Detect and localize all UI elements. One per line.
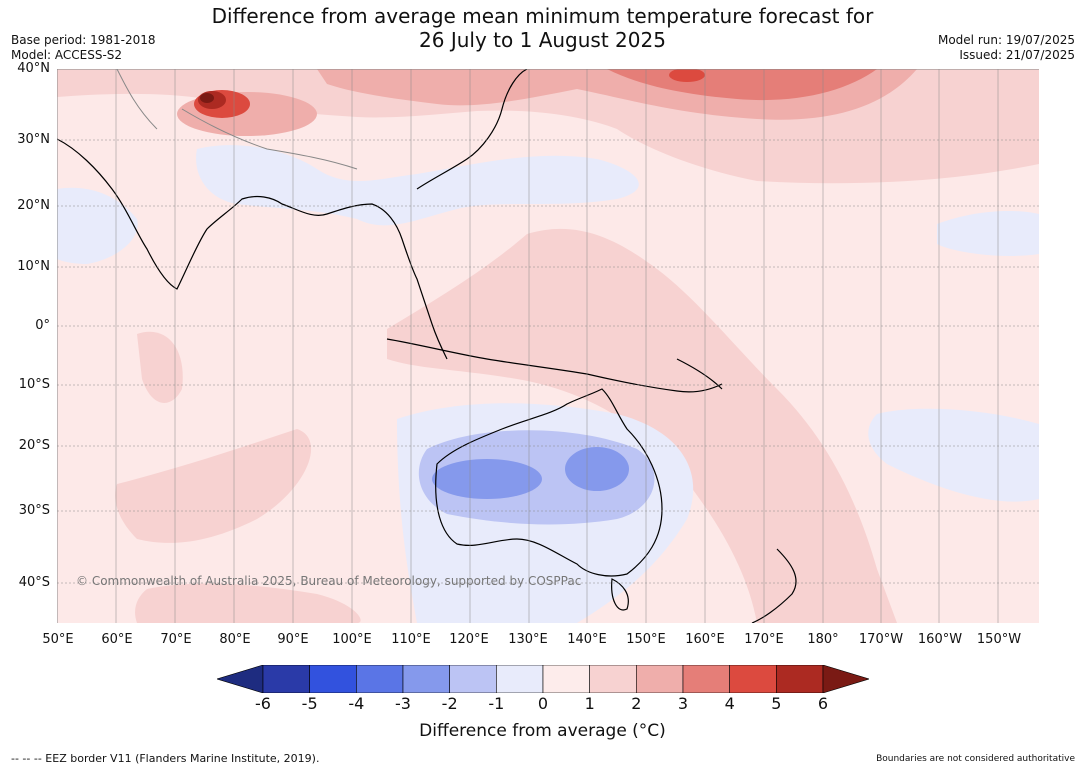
anomaly-region-warm-southwest bbox=[115, 429, 312, 543]
anomaly-region-tibet-peak bbox=[200, 93, 214, 103]
title-line-2: 26 July to 1 August 2025 bbox=[419, 28, 666, 52]
colorbar-tick-label: -6 bbox=[255, 694, 271, 713]
colorbar-segment bbox=[776, 664, 824, 694]
lon-label-120E: 120°E bbox=[449, 632, 489, 647]
base-period: Base period: 1981-2018 bbox=[11, 33, 156, 47]
issued-date: Issued: 21/07/2025 bbox=[959, 48, 1075, 62]
china-coastline bbox=[416, 69, 528, 190]
colorbar-tick-label: -1 bbox=[488, 694, 505, 713]
lon-label-60E: 60°E bbox=[101, 632, 133, 647]
colorbar-tick-label: -3 bbox=[395, 694, 411, 713]
lon-label-180: 180° bbox=[807, 632, 839, 647]
lat-label-0: 0° bbox=[35, 318, 50, 333]
copyright-notice: © Commonwealth of Australia 2025, Bureau… bbox=[76, 574, 582, 588]
border-himalaya bbox=[181, 108, 358, 170]
anomaly-region-cool-northpacific bbox=[937, 211, 1039, 256]
anomaly-region-cool-north bbox=[196, 145, 639, 226]
lat-label-40N: 40°N bbox=[17, 61, 50, 76]
tasmania-coastline bbox=[611, 578, 629, 611]
anomaly-region-cool-west-au bbox=[432, 459, 542, 499]
lon-label-50E: 50°E bbox=[42, 632, 74, 647]
colorbar-segment bbox=[309, 664, 357, 694]
colorbar-segment bbox=[636, 664, 684, 694]
anomaly-region-cool-pacific bbox=[868, 408, 1039, 502]
colorbar-under-arrow bbox=[215, 664, 264, 694]
lon-label-110E: 110°E bbox=[391, 632, 431, 647]
colorbar-tick-label: 5 bbox=[771, 694, 782, 713]
map-title: Difference from average mean minimum tem… bbox=[0, 4, 1085, 52]
colorbar-segment bbox=[356, 664, 404, 694]
lon-label-170E: 170°E bbox=[744, 632, 784, 647]
title-line-1: Difference from average mean minimum tem… bbox=[211, 4, 874, 28]
lat-label-20N: 20°N bbox=[17, 198, 50, 213]
lat-label-10N: 10°N bbox=[17, 259, 50, 274]
lon-label-150E: 150°E bbox=[626, 632, 666, 647]
anomaly-region-warm-south bbox=[135, 583, 361, 623]
coastlines bbox=[57, 69, 797, 623]
graticule bbox=[57, 69, 1039, 623]
lat-label-40S: 40°S bbox=[18, 575, 50, 590]
colorbar-tick-label: -5 bbox=[301, 694, 318, 713]
anomaly-region-cool-east-au bbox=[565, 447, 629, 491]
colorbar-title: Difference from average (°C) bbox=[419, 721, 666, 741]
colorbar bbox=[215, 664, 871, 694]
indonesia-coastline bbox=[386, 338, 723, 393]
colorbar-tick-label: 3 bbox=[677, 694, 689, 713]
boundaries-disclaimer: Boundaries are not considered authoritat… bbox=[876, 754, 1075, 764]
anomaly-region-cool-west bbox=[57, 187, 138, 264]
new-zealand-coastline bbox=[751, 548, 797, 623]
colorbar-segment bbox=[262, 664, 310, 694]
anomaly-region-warm-indian bbox=[137, 331, 183, 403]
colorbar-segment bbox=[496, 664, 544, 694]
colorbar-tick-label: -2 bbox=[441, 694, 458, 713]
colorbar-tick-label: 4 bbox=[724, 694, 735, 713]
lon-label-170W: 170°W bbox=[858, 632, 904, 647]
model-name: Model: ACCESS-S2 bbox=[11, 48, 123, 62]
border-west bbox=[116, 69, 158, 130]
lat-label-30S: 30°S bbox=[18, 503, 50, 518]
meta-left: Base period: 1981-2018 Model: ACCESS-S2 bbox=[11, 33, 156, 63]
lon-label-150W: 150°W bbox=[976, 632, 1022, 647]
colorbar-segment bbox=[682, 664, 730, 694]
lon-label-100E: 100°E bbox=[332, 632, 372, 647]
colorbar-segment bbox=[449, 664, 497, 694]
anomaly-map bbox=[57, 69, 1039, 623]
lon-label-90E: 90°E bbox=[277, 632, 309, 647]
colorbar-segment bbox=[729, 664, 777, 694]
png-coastline bbox=[676, 358, 723, 390]
lat-label-10S: 10°S bbox=[18, 377, 50, 392]
lon-label-160W: 160°W bbox=[917, 632, 963, 647]
australia-coastline bbox=[435, 388, 663, 577]
colorbar-segment bbox=[589, 664, 637, 694]
model-run: Model run: 19/07/2025 bbox=[937, 33, 1075, 47]
lat-label-20S: 20°S bbox=[18, 438, 50, 453]
colorbar-tick-label: 1 bbox=[584, 694, 595, 713]
colorbar-tick-label: 0 bbox=[537, 694, 549, 713]
colorbar-tick-label: -4 bbox=[348, 694, 365, 713]
lon-label-80E: 80°E bbox=[219, 632, 251, 647]
colorbar-tick-label: 2 bbox=[631, 694, 642, 713]
lon-label-140E: 140°E bbox=[567, 632, 607, 647]
lon-label-160E: 160°E bbox=[685, 632, 725, 647]
map-panel bbox=[57, 69, 1039, 623]
colorbar-tick-label: 6 bbox=[817, 694, 829, 713]
lat-label-30N: 30°N bbox=[17, 132, 50, 147]
colorbar-over-arrow bbox=[822, 664, 871, 694]
colorbar-segment bbox=[542, 664, 590, 694]
asia-coastline bbox=[57, 138, 448, 360]
colorbar-segment bbox=[402, 664, 450, 694]
lon-label-70E: 70°E bbox=[160, 632, 192, 647]
borders bbox=[116, 69, 358, 170]
anomaly-spot-north bbox=[669, 69, 705, 82]
colorbar-graphic bbox=[215, 664, 871, 694]
eez-legend: -- -- -- EEZ border V11 (Flanders Marine… bbox=[11, 752, 320, 765]
lon-label-130E: 130°E bbox=[508, 632, 548, 647]
meta-right: Model run: 19/07/2025 Issued: 21/07/2025 bbox=[938, 33, 1075, 63]
